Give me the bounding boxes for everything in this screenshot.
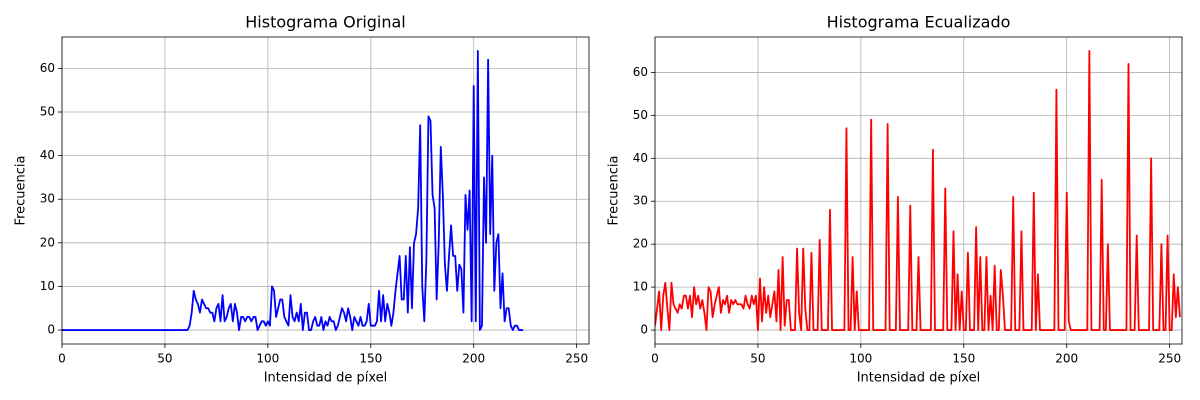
y-tick-label: 40	[633, 151, 648, 165]
subplot: 0 50 100 150 200 250 0 10 20 30 40 50 60 Histograma O…	[14, 13, 590, 386]
y-tick-label: 10	[40, 279, 55, 293]
x-axis-label: Intensidad de píxel	[857, 371, 981, 386]
chart-title: Histograma Ecualizado	[827, 13, 1011, 32]
y-tick-label: 50	[633, 108, 648, 122]
y-axis-label: Frecuencia	[607, 156, 622, 226]
data-line	[62, 50, 524, 331]
y-tick-label: 10	[633, 280, 648, 294]
y-tick-label: 0	[47, 323, 55, 337]
y-tick-label: 20	[40, 235, 55, 249]
y-axis-label: Frecuencia	[14, 156, 29, 226]
y-tick-label: 20	[633, 237, 648, 251]
x-tick-label: 150	[952, 352, 975, 366]
x-tick-label: 200	[462, 352, 485, 366]
x-tick-label: 250	[1158, 352, 1181, 366]
x-tick-label: 100	[849, 352, 872, 366]
y-tick-label: 0	[640, 323, 648, 337]
y-tick-label: 40	[40, 148, 55, 162]
axes-frame	[61, 36, 590, 345]
x-tick-label: 50	[750, 352, 765, 366]
x-axis-label: Intensidad de píxel	[264, 371, 388, 386]
y-tick-label: 60	[633, 65, 648, 79]
x-tick-label: 0	[651, 352, 659, 366]
y-tick-label: 50	[40, 105, 55, 119]
chart-title: Histograma Original	[245, 13, 406, 32]
data-line	[655, 50, 1181, 331]
x-tick-label: 150	[359, 352, 382, 366]
axes-frame	[654, 36, 1183, 345]
x-tick-label: 50	[157, 352, 172, 366]
y-tick-label: 60	[40, 61, 55, 75]
subplot: 0 50 100 150 200 250 0 10 20 30 40 50 60 Histograma E…	[607, 13, 1183, 386]
x-tick-label: 100	[256, 352, 279, 366]
x-tick-label: 200	[1055, 352, 1078, 366]
y-tick-label: 30	[633, 194, 648, 208]
y-tick-label: 30	[40, 192, 55, 206]
x-tick-label: 0	[58, 352, 66, 366]
x-tick-label: 250	[565, 352, 588, 366]
